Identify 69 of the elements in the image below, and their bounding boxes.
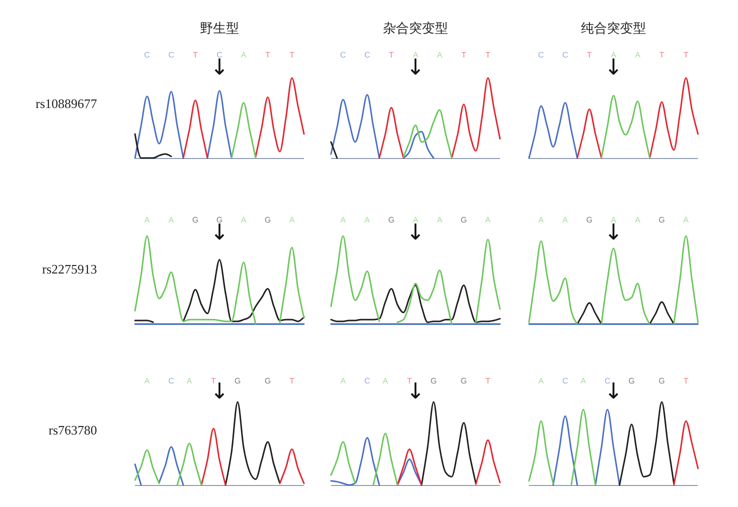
chart-title: 杂合突变型: [382, 20, 448, 36]
x-tick-label: A: [340, 376, 346, 386]
x-tick-label: A: [240, 216, 247, 224]
x-tick-label: A: [610, 50, 616, 60]
x-tick-label: T: [289, 50, 294, 60]
x-tick-label: C: [538, 50, 544, 60]
x-tick-label: G: [628, 376, 634, 386]
x-tick-label: T: [484, 376, 490, 386]
x-tick-label: A: [186, 376, 193, 386]
x-tick-label: A: [289, 216, 296, 224]
chart-title: 纯合突变型: [580, 20, 646, 36]
x-tick-label: T: [586, 50, 592, 60]
x-tick-label: A: [168, 216, 175, 224]
y-axis-title: rs10889677: [36, 96, 98, 111]
x-tick-label: T: [289, 376, 294, 386]
x-tick-label: A: [436, 50, 442, 60]
x-tick-label: A: [412, 216, 418, 224]
y-axis-title: rs2275913: [42, 262, 97, 276]
x-tick-label: G: [234, 376, 241, 386]
x-tick-label: T: [682, 50, 688, 60]
x-tick-label: A: [634, 216, 640, 224]
x-tick-label: T: [460, 50, 466, 60]
x-tick-label: A: [538, 376, 544, 386]
x-tick-label: G: [192, 216, 198, 224]
x-tick-label: T: [388, 50, 394, 60]
x-tick-label: C: [364, 50, 370, 60]
x-tick-label: C: [604, 376, 610, 386]
x-tick-label: G: [586, 216, 592, 224]
x-tick-label: C: [168, 50, 174, 60]
x-tick-label: C: [144, 50, 150, 60]
x-tick-label: G: [658, 376, 664, 386]
x-tick-label: A: [436, 216, 442, 224]
x-tick-label: C: [216, 50, 223, 60]
x-tick-label: T: [484, 50, 490, 60]
x-tick-label: A: [484, 216, 491, 224]
x-tick-label: C: [562, 50, 568, 60]
x-tick-label: T: [682, 376, 688, 386]
x-tick-label: C: [562, 376, 568, 386]
x-tick-label: A: [580, 376, 586, 386]
x-tick-label: A: [412, 50, 418, 60]
x-tick-label: T: [265, 50, 270, 60]
x-tick-label: C: [364, 376, 370, 386]
x-tick-label: G: [216, 216, 223, 224]
x-tick-label: A: [682, 216, 689, 224]
x-tick-label: A: [610, 216, 616, 224]
x-tick-label: C: [340, 50, 346, 60]
x-tick-label: A: [562, 216, 568, 224]
x-tick-label: A: [382, 376, 388, 386]
chart-title: 野生型: [200, 20, 239, 36]
x-tick-label: G: [430, 376, 436, 386]
x-tick-label: A: [364, 216, 370, 224]
x-tick-label: A: [144, 376, 150, 386]
x-tick-label: A: [538, 216, 544, 224]
x-tick-label: A: [144, 216, 150, 224]
x-tick-label: G: [460, 376, 466, 386]
x-tick-label: G: [658, 216, 664, 224]
x-tick-label: G: [264, 376, 271, 386]
x-tick-label: A: [240, 50, 247, 60]
y-axis-title: rs763780: [48, 422, 97, 438]
x-tick-label: A: [340, 216, 346, 224]
x-tick-label: G: [264, 216, 271, 224]
x-tick-label: T: [192, 50, 198, 60]
x-tick-label: G: [460, 216, 466, 224]
x-tick-label: T: [658, 50, 664, 60]
x-tick-label: T: [211, 376, 216, 386]
x-tick-label: C: [168, 376, 174, 386]
x-tick-label: G: [388, 216, 394, 224]
x-tick-label: T: [406, 376, 412, 386]
x-tick-label: A: [634, 50, 640, 60]
